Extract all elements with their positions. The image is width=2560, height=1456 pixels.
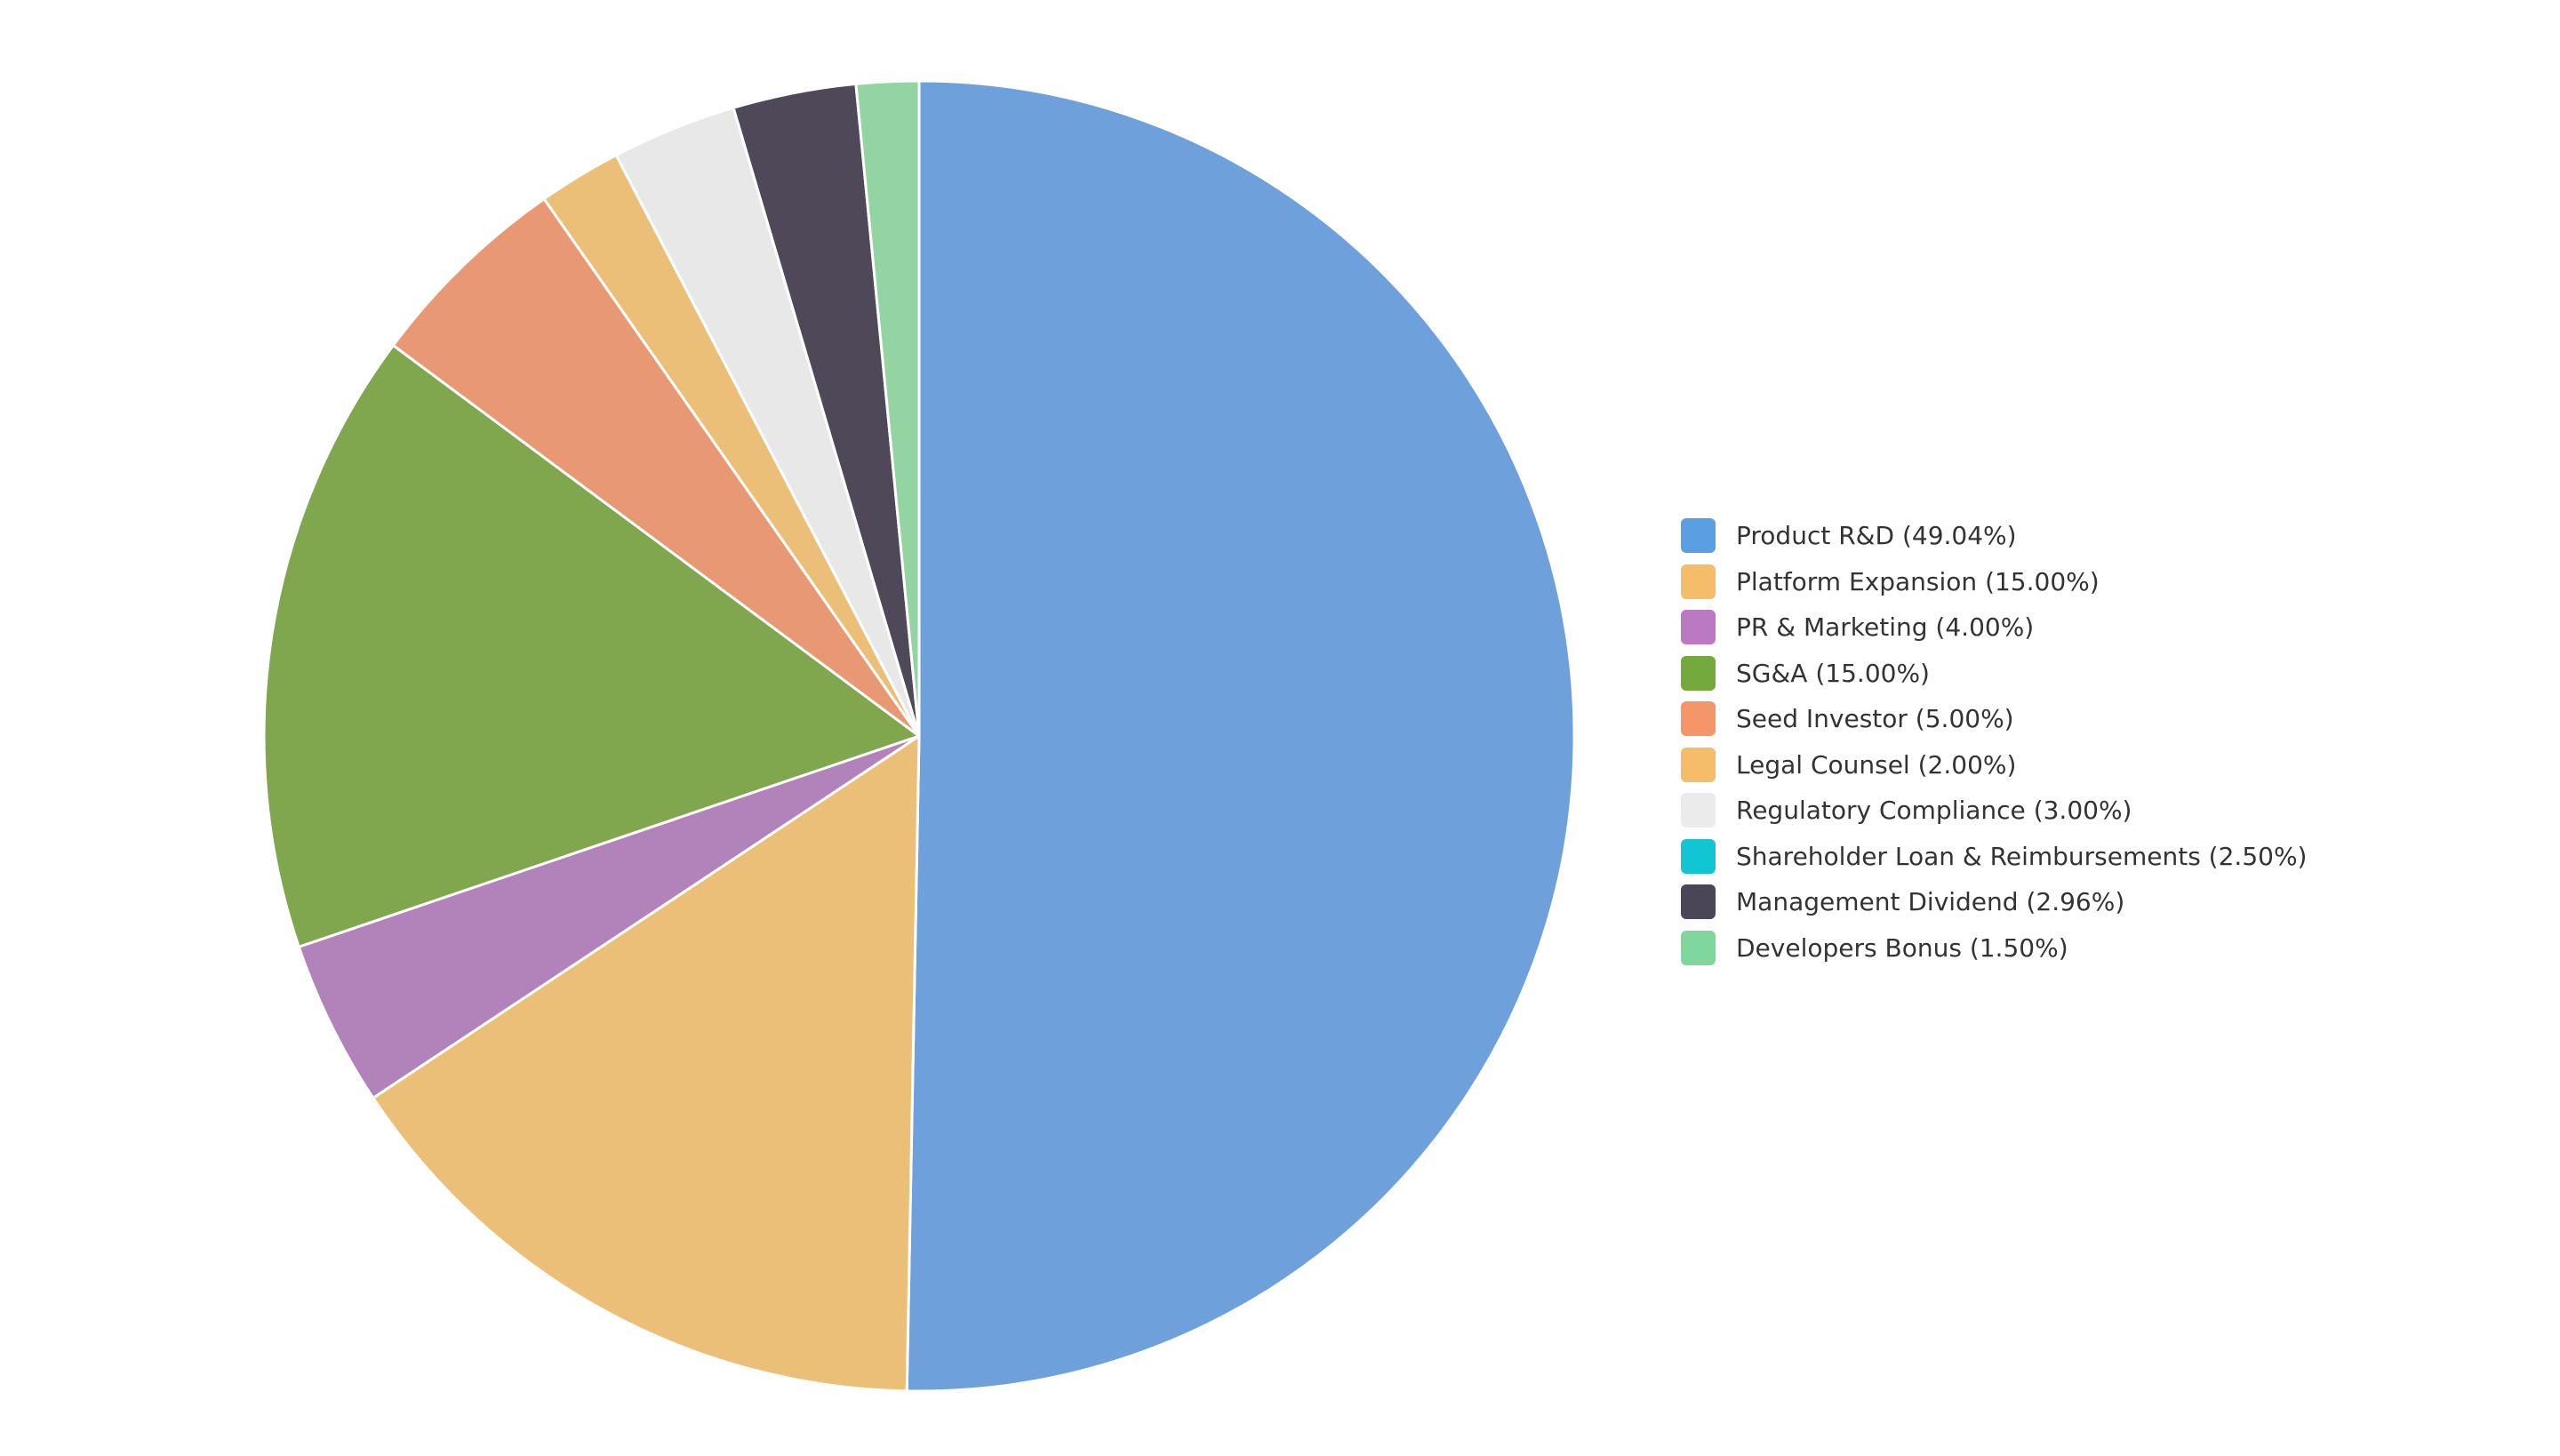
legend-label: Shareholder Loan & Reimbursements (2.50%… xyxy=(1736,841,2308,871)
pie-slice-2[interactable] xyxy=(372,734,921,1393)
legend-item[interactable]: Management Dividend (2.96%) xyxy=(1681,879,2307,925)
legend-swatch xyxy=(1681,655,1716,691)
legend-label: Product R&D (49.04%) xyxy=(1736,521,2017,551)
legend-label: SG&A (15.00%) xyxy=(1736,658,1930,688)
legend-item[interactable]: PR & Marketing (4.00%) xyxy=(1681,604,2307,651)
pie-slice-3[interactable] xyxy=(297,734,921,1100)
pie-slice-1[interactable] xyxy=(905,79,1576,1393)
legend-swatch xyxy=(1681,838,1716,874)
pie-slice-5[interactable] xyxy=(391,197,921,738)
legend-item[interactable]: Product R&D (49.04%) xyxy=(1681,513,2307,559)
legend-swatch xyxy=(1681,793,1716,828)
legend: Product R&D (49.04%) Platform Expansion (… xyxy=(1681,513,2307,971)
legend-swatch xyxy=(1681,701,1716,737)
legend-item[interactable]: Regulatory Compliance (3.00%) xyxy=(1681,788,2307,834)
pie-slices xyxy=(262,79,1576,1393)
legend-item[interactable]: Platform Expansion (15.00%) xyxy=(1681,559,2307,605)
legend-label: Seed Investor (5.00%) xyxy=(1736,704,2014,734)
legend-label: Regulatory Compliance (3.00%) xyxy=(1736,796,2132,826)
legend-label: Developers Bonus (1.50%) xyxy=(1736,932,2068,963)
legend-item[interactable]: Shareholder Loan & Reimbursements (2.50%… xyxy=(1681,834,2307,880)
pie-slice-4[interactable] xyxy=(262,343,921,948)
legend-swatch xyxy=(1681,518,1716,554)
legend-swatch xyxy=(1681,884,1716,920)
legend-label: Platform Expansion (15.00%) xyxy=(1736,566,2100,596)
legend-swatch xyxy=(1681,747,1716,782)
legend-item[interactable]: Seed Investor (5.00%) xyxy=(1681,696,2307,742)
legend-label: Legal Counsel (2.00%) xyxy=(1736,749,2017,780)
legend-item[interactable]: SG&A (15.00%) xyxy=(1681,651,2307,697)
legend-label: Management Dividend (2.96%) xyxy=(1736,887,2125,917)
legend-swatch xyxy=(1681,610,1716,645)
legend-item[interactable]: Legal Counsel (2.00%) xyxy=(1681,742,2307,788)
legend-label: PR & Marketing (4.00%) xyxy=(1736,612,2035,643)
legend-swatch xyxy=(1681,930,1716,965)
pie-slice-10[interactable] xyxy=(854,79,921,738)
legend-swatch xyxy=(1681,564,1716,599)
legend-item[interactable]: Developers Bonus (1.50%) xyxy=(1681,925,2307,972)
